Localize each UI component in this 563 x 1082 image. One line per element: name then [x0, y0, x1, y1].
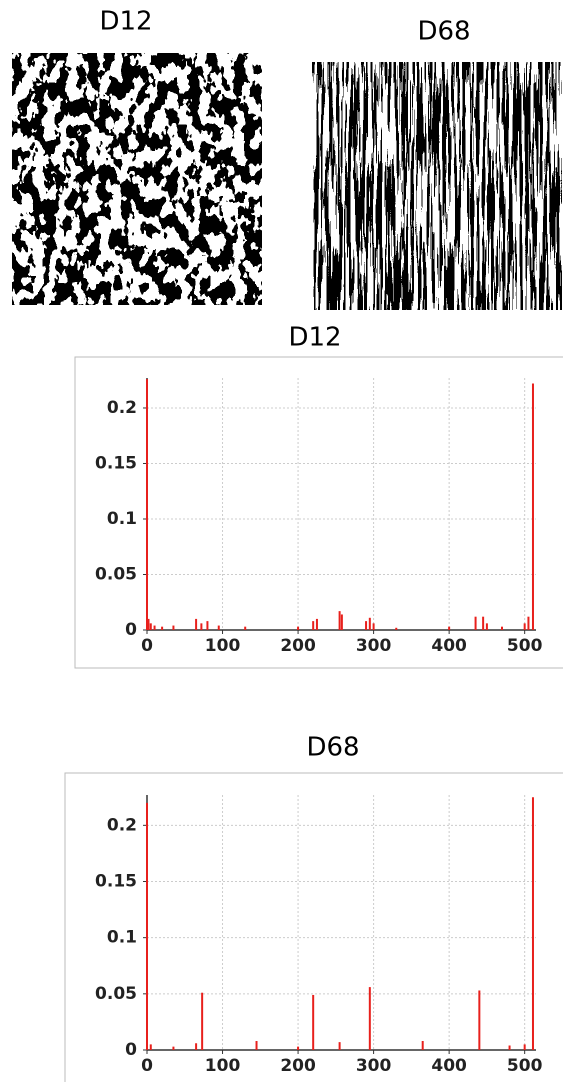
x-tick-label: 0 [141, 1056, 153, 1076]
x-tick-label: 400 [431, 1056, 467, 1076]
x-tick-label: 300 [356, 1056, 392, 1076]
y-tick-label: 0.2 [107, 815, 137, 835]
x-tick-label: 500 [507, 636, 543, 656]
image-title: D68 [417, 17, 470, 47]
y-tick-label: 0.15 [95, 453, 137, 473]
x-tick-label: 200 [280, 1056, 316, 1076]
y-tick-label: 0 [125, 620, 137, 640]
y-tick-label: 0 [125, 1040, 137, 1060]
y-tick-label: 0.1 [107, 928, 137, 948]
chart-title: D68 [306, 733, 359, 763]
x-tick-label: 0 [141, 636, 153, 656]
x-tick-label: 500 [507, 1056, 543, 1076]
texture-image [12, 53, 262, 305]
figure: D12 D68 D12 0 0.05 0.1 0.15 0.2 0 100 200 300 400 5… [0, 0, 563, 1082]
y-tick-label: 0.2 [107, 398, 137, 418]
y-tick-label: 0.15 [95, 871, 137, 891]
chart-title: D12 [288, 323, 341, 353]
x-tick-label: 300 [356, 636, 392, 656]
y-tick-label: 0.1 [107, 509, 137, 529]
x-tick-label: 200 [280, 636, 316, 656]
x-tick-label: 400 [431, 636, 467, 656]
image-title: D12 [99, 7, 152, 37]
x-tick-label: 100 [205, 636, 241, 656]
y-tick-label: 0.05 [95, 564, 137, 584]
texture-image [312, 62, 562, 310]
x-tick-label: 100 [205, 1056, 241, 1076]
y-tick-label: 0.05 [95, 984, 137, 1004]
